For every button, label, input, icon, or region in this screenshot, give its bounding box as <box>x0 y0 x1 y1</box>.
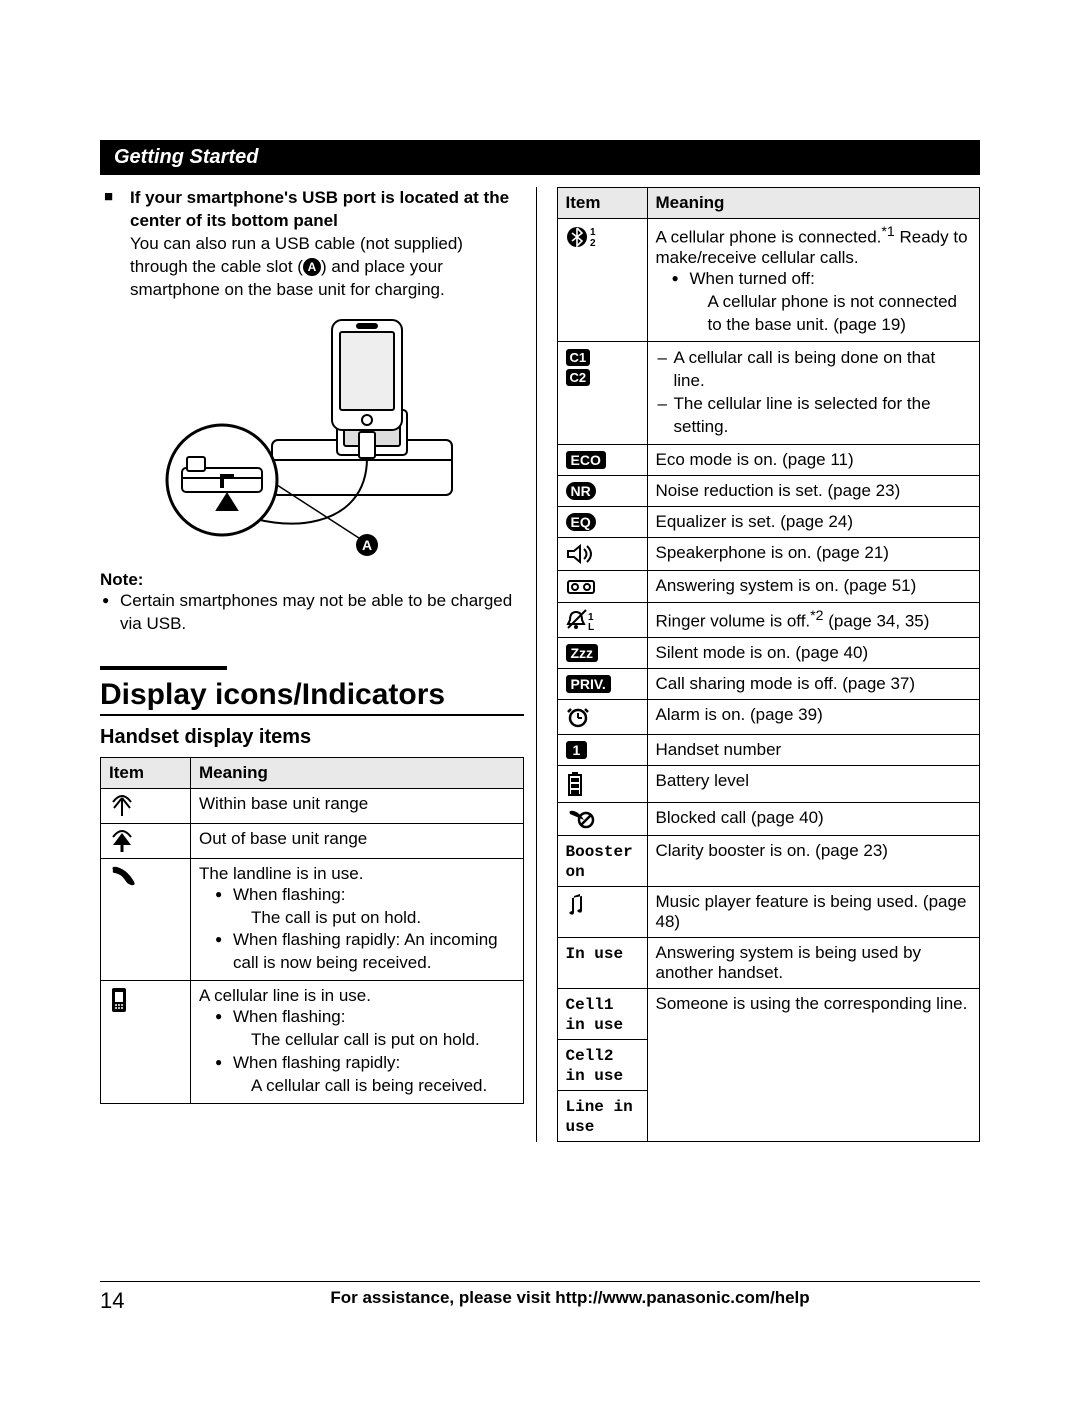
th-meaning: Meaning <box>191 757 524 788</box>
meaning-cell: The landline is in use. When flashing:Th… <box>191 858 524 981</box>
cellphone-icon <box>109 986 129 1014</box>
table-header-row: Item Meaning <box>557 188 980 219</box>
intro-body: You can also run a USB cable (not suppli… <box>130 233 524 302</box>
page-number: 14 <box>100 1288 160 1314</box>
bluetooth-12-icon: 1 2 <box>566 224 600 250</box>
cable-slot-label-icon: A <box>303 258 321 276</box>
priv-badge-icon: PRIV. <box>566 675 611 693</box>
meaning-cell: Alarm is on. (page 39) <box>647 699 980 734</box>
diagram-label-a: A <box>362 537 372 553</box>
table-row: PRIV. Call sharing mode is off. (page 37… <box>557 668 980 699</box>
table-header-row: Item Meaning <box>101 757 524 788</box>
table-row: Speakerphone is on. (page 21) <box>557 538 980 571</box>
table-row: NR Noise reduction is set. (page 23) <box>557 476 980 507</box>
meaning-cell: Within base unit range <box>191 788 524 823</box>
meaning-cell: Eco mode is on. (page 11) <box>647 445 980 476</box>
antenna-in-range-icon <box>109 794 135 818</box>
meaning-cell: A cellular phone is connected.*1 Ready t… <box>647 219 980 342</box>
meaning-cell: Handset number <box>647 734 980 765</box>
c1-badge-icon: C1 <box>566 349 591 366</box>
table-row: Music player feature is being used. (pag… <box>557 886 980 937</box>
section-divider <box>100 666 227 670</box>
in-use-text-icon: In use <box>566 945 624 963</box>
line-in-use-text-icon: Line in use <box>566 1098 633 1136</box>
table-row: 1 L Ringer volume is off.*2 (page 34, 35… <box>557 602 980 637</box>
table-row: Alarm is on. (page 39) <box>557 699 980 734</box>
right-column: Item Meaning 1 2 A cellular phone is con… <box>557 187 981 1142</box>
table-row: A cellular line is in use. When flashing… <box>101 981 524 1104</box>
eco-badge-icon: ECO <box>566 451 606 469</box>
svg-text:2: 2 <box>590 238 596 249</box>
speakerphone-icon <box>566 543 594 565</box>
meaning-cell: A cellular line is in use. When flashing… <box>191 981 524 1104</box>
meaning-cell: Answering system is being used by anothe… <box>647 937 980 988</box>
right-icon-table: Item Meaning 1 2 A cellular phone is con… <box>557 187 981 1142</box>
note-item: Certain smartphones may not be able to b… <box>100 590 524 636</box>
meaning-cell: Silent mode is on. (page 40) <box>647 637 980 668</box>
alarm-clock-icon <box>566 705 590 729</box>
svg-text:L: L <box>588 622 594 632</box>
table-row: Booster on Clarity booster is on. (page … <box>557 835 980 886</box>
table-row: In use Answering system is being used by… <box>557 937 980 988</box>
th-item: Item <box>101 757 191 788</box>
section-header: Getting Started <box>100 140 980 175</box>
table-row: The landline is in use. When flashing:Th… <box>101 858 524 981</box>
meaning-cell: Out of base unit range <box>191 823 524 858</box>
nr-badge-icon: NR <box>566 482 596 500</box>
note-label: Note: <box>100 570 524 590</box>
table-row: 1 Handset number <box>557 734 980 765</box>
handset-icon <box>109 864 139 888</box>
blocked-call-icon <box>566 808 596 830</box>
eq-badge-icon: EQ <box>566 513 596 531</box>
handset-number-icon: 1 <box>566 741 588 759</box>
table-row: C1 C2 A cellular call is being done on t… <box>557 342 980 445</box>
table-row: Answering system is on. (page 51) <box>557 571 980 603</box>
meaning-cell: Music player feature is being used. (pag… <box>647 886 980 937</box>
cell2-in-use-text-icon: Cell2 in use <box>566 1047 624 1085</box>
ringer-off-icon: 1 L <box>566 608 598 632</box>
svg-text:1: 1 <box>590 227 596 238</box>
subsection-title: Handset display items <box>100 726 524 749</box>
meaning-cell: Noise reduction is set. (page 23) <box>647 476 980 507</box>
page-footer: 14 For assistance, please visit http://w… <box>100 1281 980 1314</box>
table-row: Within base unit range <box>101 788 524 823</box>
cell1-in-use-text-icon: Cell1 in use <box>566 996 624 1034</box>
booster-on-text-icon: Booster on <box>566 843 633 881</box>
table-row: 1 2 A cellular phone is connected.*1 Rea… <box>557 219 980 342</box>
zzz-badge-icon: Zzz <box>566 644 599 662</box>
meaning-cell: Someone is using the corresponding line. <box>647 988 980 1141</box>
table-row: ECO Eco mode is on. (page 11) <box>557 445 980 476</box>
th-meaning: Meaning <box>647 188 980 219</box>
left-icon-table: Item Meaning Within base unit range <box>100 757 524 1105</box>
table-row: Cell1 in use Someone is using the corres… <box>557 988 980 1039</box>
meaning-cell: Speakerphone is on. (page 21) <box>647 538 980 571</box>
intro-heading: If your smartphone's USB port is located… <box>100 187 524 233</box>
th-item: Item <box>557 188 647 219</box>
table-row: EQ Equalizer is set. (page 24) <box>557 507 980 538</box>
table-row: Out of base unit range <box>101 823 524 858</box>
meaning-cell: Clarity booster is on. (page 23) <box>647 835 980 886</box>
section-underline <box>100 714 524 716</box>
answering-system-icon <box>566 577 596 597</box>
meaning-cell: Answering system is on. (page 51) <box>647 571 980 603</box>
base-unit-diagram-icon: A <box>162 310 462 560</box>
music-note-icon <box>566 892 588 918</box>
section-title: Display icons/Indicators <box>100 678 524 712</box>
table-row: Blocked call (page 40) <box>557 802 980 835</box>
antenna-out-of-range-icon <box>109 829 135 853</box>
meaning-cell: Blocked call (page 40) <box>647 802 980 835</box>
battery-icon <box>566 771 584 797</box>
table-row: Battery level <box>557 765 980 802</box>
table-row: Zzz Silent mode is on. (page 40) <box>557 637 980 668</box>
c2-badge-icon: C2 <box>566 369 591 386</box>
meaning-cell: Call sharing mode is off. (page 37) <box>647 668 980 699</box>
meaning-cell: Equalizer is set. (page 24) <box>647 507 980 538</box>
two-column-layout: If your smartphone's USB port is located… <box>100 187 980 1142</box>
left-column: If your smartphone's USB port is located… <box>100 187 537 1142</box>
meaning-cell: A cellular call is being done on that li… <box>647 342 980 445</box>
meaning-cell: Battery level <box>647 765 980 802</box>
footer-text: For assistance, please visit http://www.… <box>160 1288 980 1314</box>
manual-page: Getting Started If your smartphone's USB… <box>0 0 1080 1404</box>
meaning-cell: Ringer volume is off.*2 (page 34, 35) <box>647 602 980 637</box>
